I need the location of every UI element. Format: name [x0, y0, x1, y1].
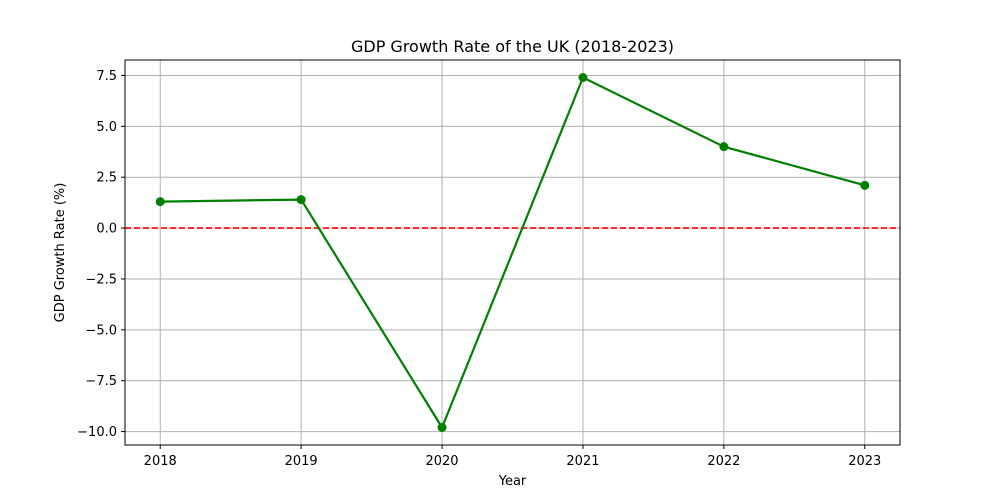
- y-tick-label: −2.5: [85, 272, 117, 287]
- y-tick-label: 0.0: [96, 222, 117, 237]
- data-point-2018: [155, 197, 165, 207]
- x-tick-label: 2018: [144, 454, 177, 469]
- x-tick-label: 2021: [566, 454, 599, 469]
- y-tick-label: 2.5: [96, 171, 117, 186]
- x-tick-label: 2019: [285, 454, 318, 469]
- y-axis-label: GDP Growth Rate (%): [53, 183, 68, 323]
- y-tick-label: 5.0: [96, 120, 117, 135]
- y-tick-label: −5.0: [85, 323, 117, 338]
- data-point-2021: [578, 73, 588, 82]
- data-point-2020: [437, 423, 447, 432]
- data-point-2022: [719, 142, 729, 152]
- x-tick-label: 2022: [707, 454, 740, 469]
- y-tick-label: −7.5: [85, 374, 117, 389]
- y-tick-label: 7.5: [96, 69, 117, 84]
- x-axis-label: Year: [498, 474, 527, 489]
- data-point-2019: [296, 195, 306, 205]
- x-axis-ticks: 2018 2019 2020 2021 2022 2023: [144, 445, 881, 469]
- y-axis-ticks: −10.0 −7.5 −5.0 −2.5 0.0 2.5 5.0 7.5: [77, 69, 125, 440]
- y-tick-label: −10.0: [77, 425, 117, 440]
- chart-title: GDP Growth Rate of the UK (2018-2023): [351, 37, 674, 56]
- series-line: [160, 76, 866, 429]
- x-tick-label: 2020: [425, 454, 458, 469]
- plot-area-frame: [124, 59, 901, 446]
- data-point-2023: [860, 180, 870, 190]
- x-tick-label: 2023: [848, 454, 881, 469]
- series-group: [155, 73, 870, 432]
